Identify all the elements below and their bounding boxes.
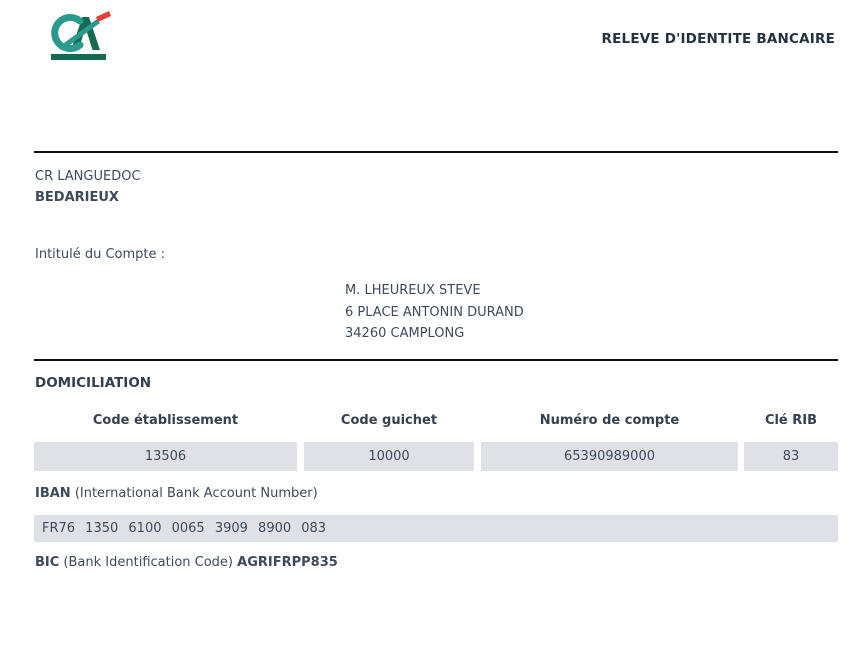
iban-label-rest: (International Bank Account Number) [70,486,318,501]
iban-value-bar: FR76 1350 6100 0065 3909 8900 083 [34,515,838,542]
column-value: 10000 [304,442,474,471]
document-title: RELEVE D'IDENTITE BANCAIRE [601,31,835,47]
account-holder-address: M. LHEUREUX STEVE 6 PLACE ANTONIN DURAND… [345,280,524,345]
middle-divider [34,359,838,361]
column-value: 13506 [34,442,297,471]
bic-label-rest: (Bank Identification Code) [59,555,238,570]
column-header: Clé RIB [764,413,818,428]
iban-label-bold: IBAN [35,486,71,501]
iban-label: IBAN (International Bank Account Number) [35,486,318,501]
column-header: Code guichet [340,413,438,428]
bank-region: CR LANGUEDOC [35,169,141,184]
rib-column-guichet: Code guichet 10000 [304,413,474,471]
column-value: 83 [744,442,838,471]
credit-agricole-logo-icon [51,11,111,60]
column-header: Numéro de compte [539,413,680,428]
bank-agency-block: CR LANGUEDOC BEDARIEUX [35,166,141,208]
top-divider [34,151,838,153]
column-value: 65390989000 [481,442,738,471]
holder-city: 34260 CAMPLONG [345,326,465,341]
bic-line: BIC (Bank Identification Code) AGRIFRPP8… [35,555,338,570]
rib-column-cle-rib: Clé RIB 83 [744,413,838,471]
domiciliation-title: DOMICILIATION [35,375,152,391]
bank-branch: BEDARIEUX [35,190,119,205]
holder-street: 6 PLACE ANTONIN DURAND [345,304,524,320]
column-header: Code établissement [92,413,239,428]
iban-value: FR76 1350 6100 0065 3909 8900 083 [42,521,327,536]
bic-value: AGRIFRPP835 [237,555,338,570]
account-holder-label: Intitulé du Compte : [35,247,166,262]
bic-label-bold: BIC [35,555,60,570]
rib-column-etablissement: Code établissement 13506 [34,413,297,471]
holder-name: M. LHEUREUX STEVE [345,283,481,298]
rib-column-numero-compte: Numéro de compte 65390989000 [481,413,738,471]
